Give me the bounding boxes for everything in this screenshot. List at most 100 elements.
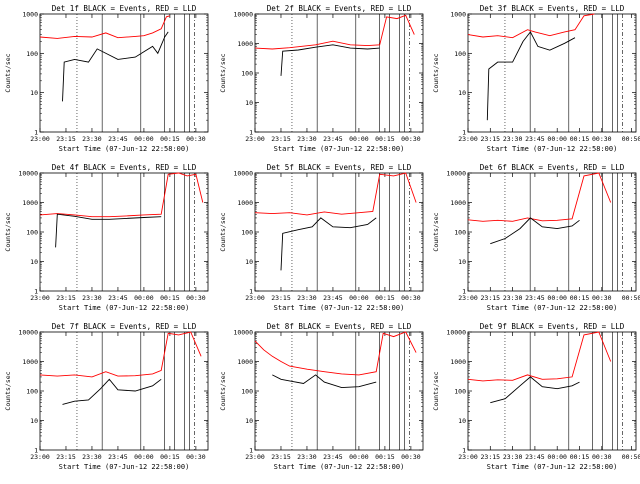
x-tick-label: 00:15 <box>160 294 180 302</box>
x-tick-label: 00:30 <box>592 294 612 302</box>
chart-title: Det 2f BLACK = Events, RED = LLD <box>267 4 412 13</box>
x-tick-label: 23:00 <box>245 294 265 302</box>
x-tick-label: 23:30 <box>297 135 317 143</box>
y-axis-label: Counts/sec <box>432 53 440 92</box>
lld-series-line <box>254 331 417 376</box>
x-tick-label: 23:15 <box>271 135 291 143</box>
x-tick-label: 00:00 <box>547 135 567 143</box>
y-tick-label: 10000 <box>18 329 38 337</box>
y-tick-label: 10 <box>30 417 38 425</box>
y-tick-label: 10 <box>458 258 466 266</box>
x-tick-label: 00:00 <box>547 453 567 461</box>
y-tick-label: 10 <box>30 89 38 97</box>
x-tick-label: 00:00 <box>134 135 154 143</box>
plot-frame <box>254 331 424 451</box>
y-axis-label: Counts/sec <box>432 371 440 410</box>
lld-series-line <box>467 331 612 382</box>
y-tick-label: 1000 <box>450 358 466 366</box>
y-tick-label: 1 <box>462 129 466 137</box>
y-tick-label: 1 <box>249 288 253 296</box>
chart-title: Det 6f BLACK = Events, RED = LLD <box>480 163 625 172</box>
x-tick-label: 23:45 <box>323 135 343 143</box>
plot-frame <box>467 172 637 292</box>
y-axis-label: Counts/sec <box>432 212 440 251</box>
x-axis-label: Start Time (07-Jun-12 22:58:00) <box>59 463 190 471</box>
y-tick-label: 10000 <box>446 170 466 178</box>
events-series-line <box>490 217 580 245</box>
lld-series-line <box>39 331 202 378</box>
y-tick-label: 100 <box>26 388 38 396</box>
chart-panel-9: Det 9f BLACK = Events, RED = LLD Counts/s… <box>432 322 640 471</box>
x-tick-label: 00:15 <box>375 135 395 143</box>
y-tick-label: 100 <box>26 229 38 237</box>
y-axis-label: Counts/sec <box>4 212 12 251</box>
y-axis-label: Counts/sec <box>219 212 227 251</box>
x-tick-label: 23:15 <box>481 453 501 461</box>
chart-panel-6: Det 6f BLACK = Events, RED = LLD Counts/s… <box>432 163 640 312</box>
y-tick-label: 10000 <box>233 11 253 19</box>
chart-panel-8: Det 8f BLACK = Events, RED = LLD Counts/s… <box>219 322 424 471</box>
plot-frame <box>39 172 209 292</box>
x-tick-label: 00:30 <box>186 453 206 461</box>
x-tick-label: 00:00 <box>349 135 369 143</box>
x-tick-label: 23:30 <box>503 453 523 461</box>
y-tick-label: 1 <box>34 129 38 137</box>
y-tick-label: 10000 <box>233 170 253 178</box>
x-tick-label: 00:30 <box>401 135 421 143</box>
events-series-line <box>55 213 162 248</box>
x-tick-label: 23:30 <box>503 294 523 302</box>
x-tick-label: 23:30 <box>297 453 317 461</box>
x-tick-label: 23:45 <box>525 453 545 461</box>
x-tick-label: 23:45 <box>108 453 128 461</box>
x-tick-label: 00:15 <box>375 453 395 461</box>
x-tick-label: 23:15 <box>56 453 76 461</box>
x-tick-label: 00:15 <box>160 453 180 461</box>
y-tick-label: 10 <box>245 99 253 107</box>
y-tick-label: 1 <box>34 447 38 455</box>
x-tick-label: 23:00 <box>458 135 478 143</box>
y-axis-label: Counts/sec <box>4 53 12 92</box>
chart-panel-5: Det 5f BLACK = Events, RED = LLD Counts/s… <box>219 163 424 312</box>
y-tick-label: 100 <box>454 388 466 396</box>
x-axis-label: Start Time (07-Jun-12 22:58:00) <box>487 304 618 312</box>
events-series-line <box>280 217 377 271</box>
chart-panel-4: Det 4f BLACK = Events, RED = LLD Counts/s… <box>4 163 209 312</box>
x-tick-label: 00:30 <box>592 135 612 143</box>
x-axis-label: Start Time (07-Jun-12 22:58:00) <box>487 463 618 471</box>
x-tick-label: 00:50 <box>622 135 640 143</box>
x-tick-label: 00:30 <box>401 294 421 302</box>
y-tick-label: 1 <box>462 288 466 296</box>
events-series-line <box>62 31 169 102</box>
y-tick-label: 1 <box>34 288 38 296</box>
x-tick-label: 00:00 <box>349 453 369 461</box>
lld-series-line <box>467 13 595 39</box>
chart-title: Det 4f BLACK = Events, RED = LLD <box>52 163 197 172</box>
lld-series-line <box>254 14 415 50</box>
x-tick-label: 23:45 <box>108 294 128 302</box>
x-tick-label: 23:00 <box>245 135 265 143</box>
y-tick-label: 100 <box>241 388 253 396</box>
y-tick-label: 1000 <box>22 358 38 366</box>
plot-frame <box>254 172 424 292</box>
y-tick-label: 10000 <box>233 329 253 337</box>
plot-frame <box>39 13 209 133</box>
y-tick-label: 100 <box>241 70 253 78</box>
x-tick-label: 23:30 <box>82 294 102 302</box>
lld-series-line <box>254 172 417 216</box>
x-tick-label: 00:00 <box>134 453 154 461</box>
y-axis-label: Counts/sec <box>219 53 227 92</box>
y-tick-label: 10 <box>30 258 38 266</box>
x-tick-label: 00:30 <box>401 453 421 461</box>
y-tick-label: 100 <box>26 50 38 58</box>
x-tick-label: 00:30 <box>592 453 612 461</box>
chart-title: Det 9f BLACK = Events, RED = LLD <box>480 322 625 331</box>
x-tick-label: 00:15 <box>570 294 590 302</box>
chart-panel-1: Det 1f BLACK = Events, RED = LLD Counts/s… <box>4 4 209 153</box>
y-axis-label: Counts/sec <box>219 371 227 410</box>
y-tick-label: 1000 <box>450 11 466 19</box>
x-tick-label: 23:30 <box>82 135 102 143</box>
x-tick-label: 23:00 <box>30 135 50 143</box>
y-tick-label: 1000 <box>237 40 253 48</box>
